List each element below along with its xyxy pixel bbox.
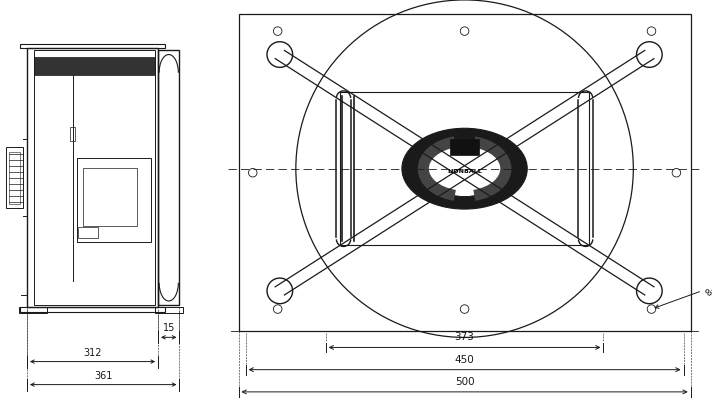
Text: LIONBALL: LIONBALL	[447, 169, 482, 175]
Bar	[34, 57, 155, 75]
Bar	[20, 307, 165, 312]
Text: 312: 312	[83, 348, 102, 358]
Bar	[155, 307, 183, 313]
Bar	[83, 168, 137, 226]
Bar	[78, 227, 98, 238]
Bar	[34, 50, 155, 305]
Text: 373: 373	[455, 332, 474, 342]
Ellipse shape	[402, 128, 527, 209]
Bar	[9, 152, 20, 204]
Text: 15: 15	[162, 324, 175, 333]
Bar	[77, 158, 151, 242]
Bar	[20, 44, 165, 48]
Text: 450: 450	[455, 355, 474, 364]
Bar	[6, 147, 23, 208]
Ellipse shape	[422, 141, 507, 197]
Text: 8-φ 11: 8-φ 11	[655, 271, 712, 308]
Bar	[451, 139, 478, 154]
Bar	[158, 50, 179, 305]
Bar	[27, 48, 158, 307]
Bar	[239, 14, 691, 331]
Bar	[340, 92, 590, 245]
Text: 361: 361	[94, 371, 112, 381]
Text: 500: 500	[455, 377, 474, 387]
Bar	[19, 307, 47, 313]
Bar	[70, 127, 75, 141]
